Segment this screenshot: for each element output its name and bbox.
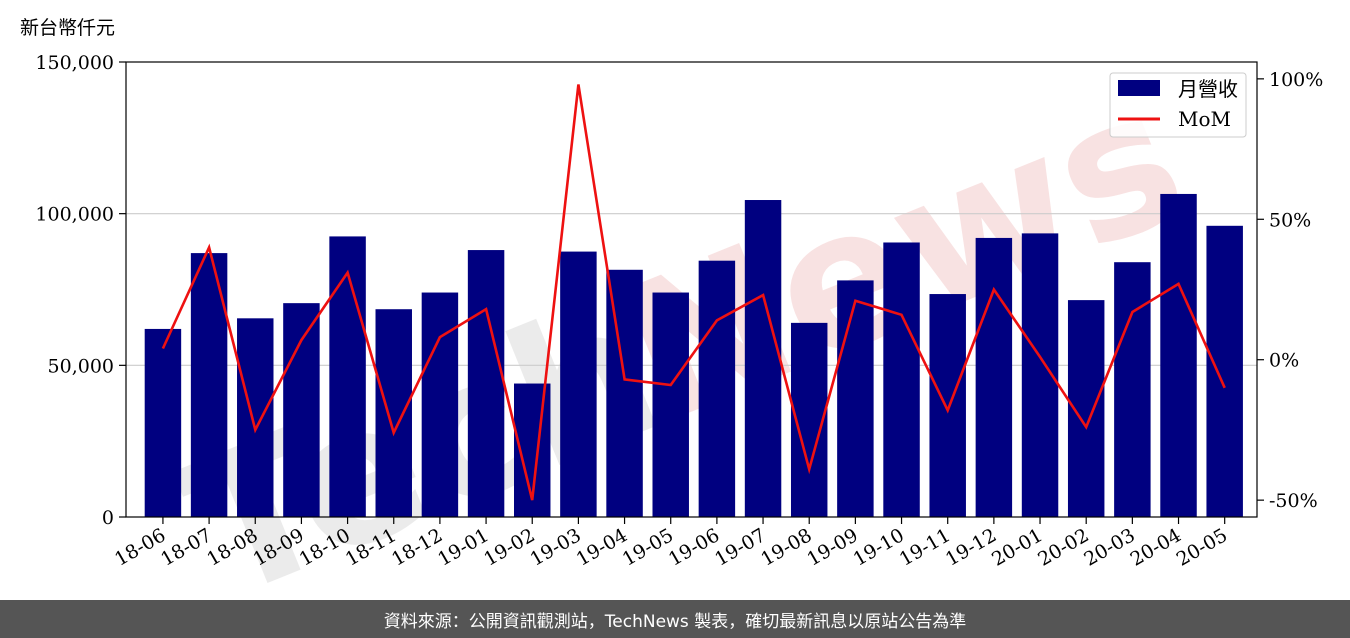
bar-18-08 xyxy=(237,318,274,517)
left-tick-label: 150,000 xyxy=(35,52,114,74)
legend-label-revenue: 月營收 xyxy=(1178,77,1238,101)
x-tick-label: 18-07 xyxy=(157,524,215,570)
bar-19-05 xyxy=(652,292,689,517)
x-tick-label: 19-05 xyxy=(619,524,677,570)
left-tick-label: 0 xyxy=(102,507,114,529)
x-tick-label: 19-08 xyxy=(757,524,815,570)
bar-19-10 xyxy=(883,242,920,517)
bar-19-11 xyxy=(929,294,966,517)
left-axis-unit-label: 新台幣仟元 xyxy=(20,17,115,39)
bar-19-04 xyxy=(606,269,643,517)
bar-19-12 xyxy=(975,237,1013,517)
bar-18-10 xyxy=(329,236,366,517)
right-tick-label: 50% xyxy=(1269,209,1311,231)
right-tick-label: -50% xyxy=(1269,490,1318,512)
mom-line xyxy=(161,84,1226,501)
left-tick-label: 100,000 xyxy=(35,204,114,226)
x-tick-label: 20-03 xyxy=(1080,524,1138,570)
x-tick-label: 19-11 xyxy=(896,524,954,570)
x-tick-label: 18-06 xyxy=(111,524,169,570)
bar-18-09 xyxy=(283,303,320,517)
legend-bar-swatch xyxy=(1118,80,1160,96)
footer-banner: 資料來源：公開資訊觀測站，TechNews 製表，確切最新訊息以原站公告為準 xyxy=(0,600,1350,638)
bar-18-11 xyxy=(375,309,412,517)
x-tick-label: 20-02 xyxy=(1034,524,1092,570)
bar-20-05 xyxy=(1206,225,1243,518)
x-tick-label: 19-07 xyxy=(711,524,769,570)
left-tick-label: 50,000 xyxy=(48,355,114,377)
bar-20-03 xyxy=(1114,262,1151,517)
legend: 月營收 MoM xyxy=(1109,72,1247,138)
x-tick-label: 19-10 xyxy=(850,524,908,570)
bar-19-03 xyxy=(560,251,597,518)
x-tick-label: 19-03 xyxy=(526,524,584,570)
bar-19-01 xyxy=(467,250,505,518)
bars xyxy=(144,193,1243,518)
legend-label-mom: MoM xyxy=(1178,107,1231,131)
right-tick-label: 0% xyxy=(1269,350,1299,372)
bar-19-06 xyxy=(698,260,736,517)
bar-19-09 xyxy=(837,280,874,517)
x-tick-label: 19-04 xyxy=(573,524,631,570)
bar-18-12 xyxy=(421,292,459,517)
bar-19-07 xyxy=(744,200,782,517)
x-tick-label: 20-05 xyxy=(1173,524,1231,570)
x-tick-label: 20-04 xyxy=(1127,524,1185,570)
plot-frame xyxy=(125,61,1258,518)
mom-line-layer xyxy=(161,84,1226,501)
x-tick-label: 20-01 xyxy=(988,524,1046,570)
right-axis: -50% 0% 50% 100% xyxy=(1257,69,1323,512)
x-tick-label: 19-12 xyxy=(942,524,1000,570)
bar-20-04 xyxy=(1160,193,1197,517)
right-tick-label: 100% xyxy=(1269,69,1323,91)
bar-18-06 xyxy=(144,328,182,517)
left-axis: 0 50,000 100,000 150,000 xyxy=(35,52,126,529)
source-note: 資料來源：公開資訊觀測站，TechNews 製表，確切最新訊息以原站公告為準 xyxy=(383,611,967,632)
x-tick-label: 19-06 xyxy=(665,524,723,570)
x-tick-label: 19-09 xyxy=(803,524,861,570)
